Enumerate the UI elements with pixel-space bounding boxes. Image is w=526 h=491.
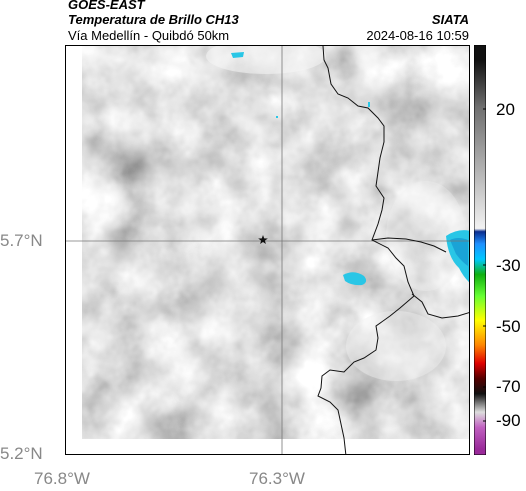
latitude-label-5-2n: 5.2°N [0, 444, 43, 463]
cold-cloud-patch [276, 116, 278, 118]
location-star-marker[interactable] [258, 235, 268, 244]
satellite-title: GOES-EAST [68, 0, 145, 12]
bright-cloud-area [346, 311, 446, 381]
department-border [371, 237, 447, 253]
satellite-map[interactable] [65, 45, 470, 455]
cold-cloud-patch [368, 102, 370, 107]
colorbar-label-minus-70: -70 [496, 377, 521, 396]
latitude-label-5-7n: 5.7°N [0, 231, 43, 250]
department-border [411, 293, 469, 319]
temperature-colorbar [474, 45, 486, 455]
country-border [317, 46, 415, 454]
cloud-texture [82, 46, 469, 439]
cold-cloud-patch [343, 272, 367, 286]
timestamp-label: 2024-08-16 10:59 [366, 28, 469, 43]
route-subtitle: Vía Medellín - Quibdó 50km [68, 28, 230, 43]
longitude-label-76-8w: 76.8°W [34, 469, 90, 488]
cold-cloud-core [450, 238, 468, 266]
cold-cloud-patch [231, 52, 244, 58]
colorbar-label-20: 20 [496, 100, 515, 119]
colorbar-label-minus-30: -30 [496, 256, 521, 275]
bright-cloud-area [386, 181, 466, 291]
colorbar-gradient [474, 45, 486, 455]
map-canvas [66, 46, 469, 454]
organization-label: SIATA [431, 12, 469, 27]
colorbar-label-minus-50: -50 [496, 317, 521, 336]
product-title: Temperatura de Brillo CH13 [68, 12, 239, 27]
longitude-label-76-3w: 76.3°W [249, 469, 305, 488]
colorbar-label-minus-90: -90 [496, 411, 521, 430]
